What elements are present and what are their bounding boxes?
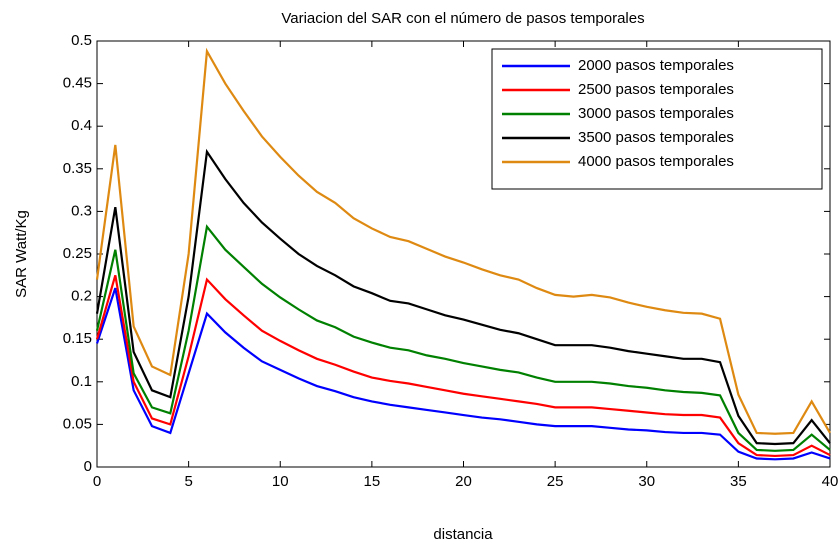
- y-tick-label: 0.1: [71, 373, 92, 390]
- y-tick-label: 0.35: [63, 160, 92, 177]
- x-tick-label: 25: [547, 473, 564, 490]
- x-tick-label: 30: [638, 473, 655, 490]
- series-line: [95, 287, 831, 461]
- legend-label: 3500 pasos temporales: [578, 129, 734, 146]
- y-tick-label: 0.05: [63, 415, 92, 432]
- x-tick-label: 35: [730, 473, 747, 490]
- chart-title: Variacion del SAR con el número de pasos…: [281, 10, 644, 27]
- legend-box: [491, 48, 823, 190]
- y-axis-label: SAR Watt/Kg: [13, 210, 30, 298]
- x-axis-label: distancia: [433, 526, 493, 543]
- series-line: [95, 274, 831, 458]
- legend-label: 4000 pasos temporales: [578, 153, 734, 170]
- legend-label: 2500 pasos temporales: [578, 81, 734, 98]
- y-tick-label: 0.45: [63, 75, 92, 92]
- legend-label: 3000 pasos temporales: [578, 105, 734, 122]
- legend-label: 2000 pasos temporales: [578, 57, 734, 74]
- y-tick-label: 0.4: [71, 117, 92, 134]
- x-tick-label: 5: [184, 473, 192, 490]
- y-tick-label: 0.5: [71, 32, 92, 49]
- y-tick-label: 0.25: [63, 245, 92, 262]
- x-tick-label: 40: [822, 473, 839, 490]
- x-tick-label: 10: [272, 473, 289, 490]
- x-tick-label: 15: [364, 473, 381, 490]
- series-line: [95, 47, 831, 435]
- y-tick-label: 0.15: [63, 330, 92, 347]
- y-tick-label: 0.3: [71, 202, 92, 219]
- x-tick-label: 20: [455, 473, 472, 490]
- y-tick-label: 0: [84, 458, 92, 475]
- x-tick-label: 0: [93, 473, 101, 490]
- y-tick-label: 0.2: [71, 288, 92, 305]
- series-line: [95, 224, 831, 452]
- series-line: [95, 148, 831, 446]
